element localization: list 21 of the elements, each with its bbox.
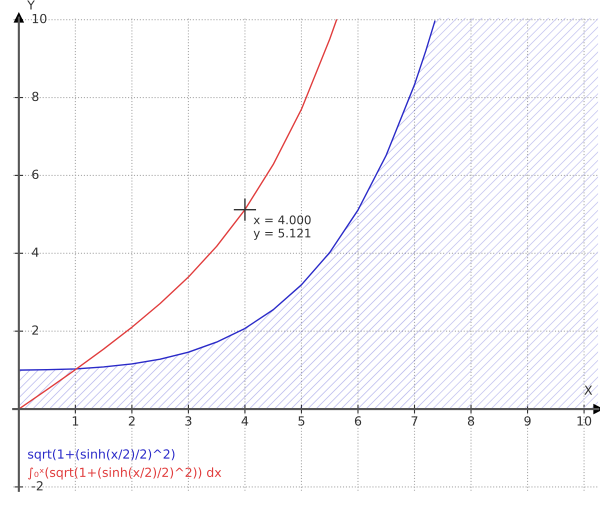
x-tick-label: 4	[242, 416, 248, 426]
y-tick-label: 10	[32, 14, 46, 24]
x-tick-label: 9	[524, 416, 531, 426]
x-tick-label: 5	[298, 416, 304, 426]
y-tick-label: 8	[32, 92, 38, 102]
y-tick-label: 6	[32, 170, 39, 180]
x-tick-label: 7	[412, 416, 418, 426]
y-axis-title: Y	[27, 0, 35, 10]
x-tick-label: 1	[72, 416, 78, 426]
y-tick-label: 2	[32, 325, 38, 335]
y-tick-label: 4	[32, 248, 39, 257]
x-tick-label: 2	[128, 416, 135, 426]
x-tick-label: 6	[354, 416, 362, 426]
y-tick-label: -2	[32, 481, 43, 490]
x-tick-label: 8	[468, 416, 474, 426]
annotation: x = 4.000 y = 5.121	[254, 215, 311, 240]
x-axis-title: X	[584, 386, 592, 395]
text: sqrt(1+(sinh(x/2)/2)^2)	[28, 449, 174, 462]
x-tick-label: 3	[185, 416, 192, 426]
x-tick-label: 10	[577, 416, 592, 426]
text: ∫₀ˣ(sqrt(1+(sinh(x/2)/2)^2)) dx	[28, 467, 222, 480]
